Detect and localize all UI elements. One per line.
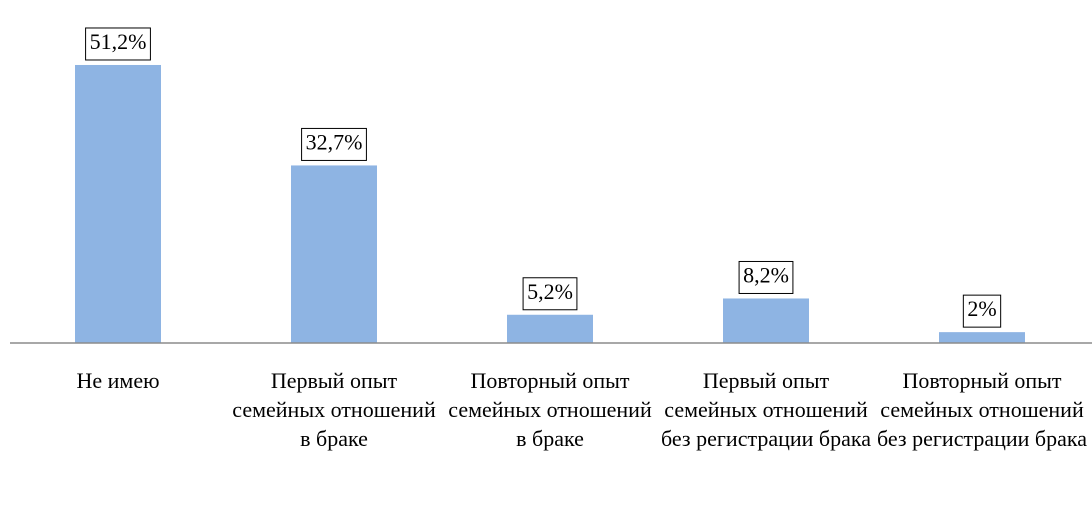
bar	[75, 64, 161, 343]
x-tick-label: Первый опыт семейных отношений без регис…	[661, 368, 871, 451]
value-label: 2%	[967, 296, 996, 321]
value-label-box	[738, 260, 794, 294]
value-label-box	[85, 27, 151, 61]
x-tick-label: Не имею	[76, 368, 160, 393]
x-tick-label: Повторный опыт семейных отношений без ре…	[877, 368, 1087, 451]
x-tick-label: Первый опыт семейных отношений в браке	[232, 368, 436, 451]
value-label-box	[301, 127, 367, 161]
value-label: 5,2%	[527, 279, 573, 304]
bar	[507, 314, 593, 343]
value-label-box	[522, 277, 578, 311]
value-label: 32,7%	[306, 129, 363, 154]
bar	[939, 332, 1025, 343]
value-label-box	[962, 294, 1002, 328]
value-label: 8,2%	[743, 263, 789, 288]
bar	[723, 298, 809, 343]
bar	[291, 165, 377, 343]
value-label: 51,2%	[90, 29, 147, 54]
x-tick-label: Повторный опыт семейных отношений в брак…	[448, 368, 652, 451]
